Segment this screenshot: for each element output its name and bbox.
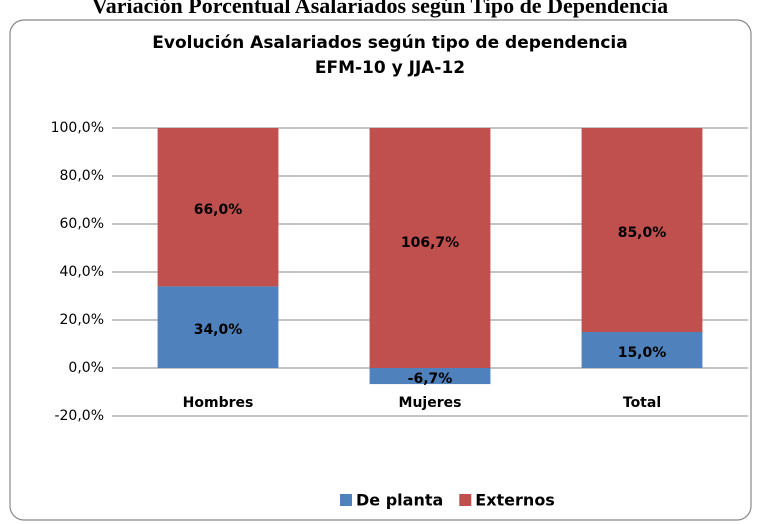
legend-swatch — [459, 494, 472, 506]
legend-swatch — [340, 494, 352, 506]
y-tick-label: 20,0% — [60, 312, 104, 328]
y-tick-label: -20,0% — [54, 408, 104, 424]
y-tick-label: 40,0% — [60, 264, 104, 280]
x-tick-label: Hombres — [183, 395, 254, 411]
bar-segment — [369, 368, 491, 385]
legend-label: Externos — [475, 491, 555, 510]
data-label: 85,0% — [618, 225, 667, 241]
x-tick-label: Mujeres — [399, 395, 462, 411]
x-tick-label: Total — [623, 395, 661, 411]
data-label: 15,0% — [618, 345, 667, 361]
page-heading: Variación Porcentual Asalariados según T… — [92, 0, 668, 18]
legend-label: De planta — [356, 491, 443, 510]
y-tick-label: 100,0% — [51, 120, 104, 136]
data-label: 66,0% — [194, 202, 243, 218]
y-tick-label: 80,0% — [60, 168, 104, 184]
bar-segment — [581, 128, 703, 332]
chart-subtitle: EFM-10 y JJA-12 — [315, 58, 465, 78]
y-tick-label: 60,0% — [60, 216, 104, 232]
bar-segment — [581, 332, 703, 368]
bar-segment — [157, 286, 279, 368]
y-tick-label: 0,0% — [68, 360, 104, 376]
data-label: 34,0% — [194, 322, 243, 338]
bar-segment — [157, 128, 279, 287]
chart-title: Evolución Asalariados según tipo de depe… — [152, 33, 627, 53]
bar-segment — [369, 128, 491, 369]
data-label: 106,7% — [401, 235, 459, 251]
data-label: -6,7% — [408, 371, 453, 387]
